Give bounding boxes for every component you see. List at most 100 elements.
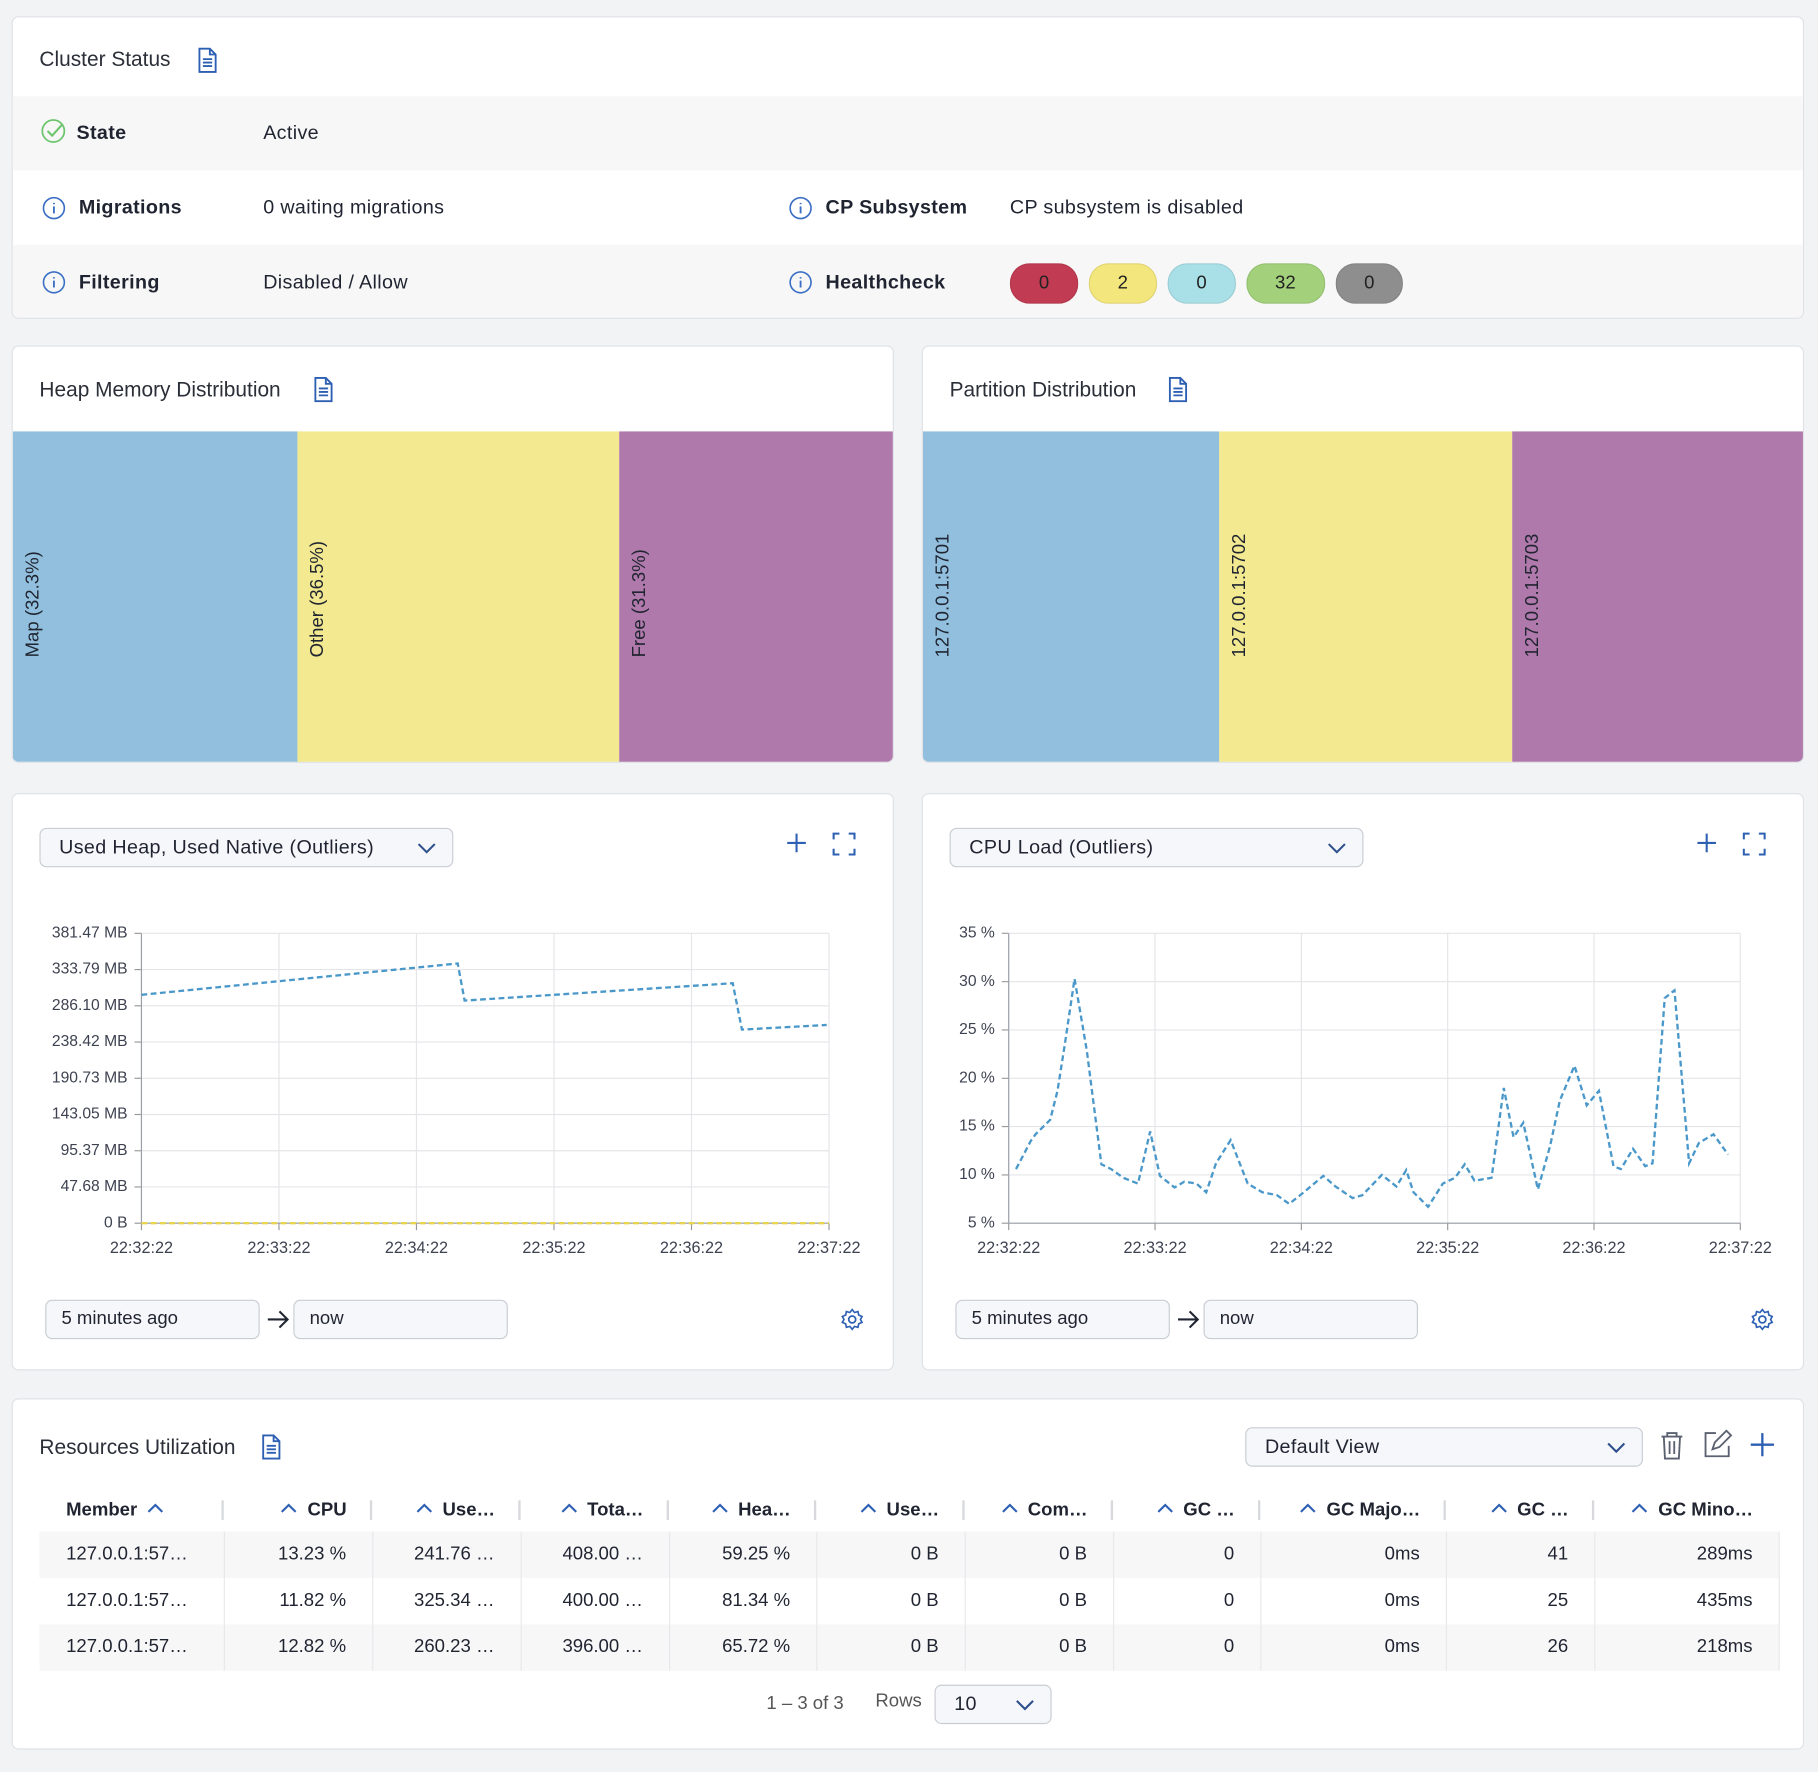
sort-icon[interactable] <box>1157 1502 1173 1514</box>
healthcheck-pill: 32 <box>1246 263 1325 304</box>
sort-icon[interactable] <box>1300 1502 1316 1514</box>
view-select[interactable]: Default View <box>1245 1427 1643 1466</box>
y-tick-label: 286.10 MB <box>52 997 128 1014</box>
add-icon[interactable] <box>1750 1432 1776 1458</box>
docs-icon[interactable] <box>260 1434 283 1460</box>
column-header[interactable]: Hea… <box>669 1489 816 1532</box>
rows-select[interactable]: 10 <box>935 1685 1052 1724</box>
sort-icon[interactable] <box>1632 1502 1648 1514</box>
range-from-input[interactable]: 5 minutes ago <box>45 1300 259 1339</box>
icon-shape <box>1178 1311 1198 1327</box>
table-cell: 0 B <box>965 1532 1113 1578</box>
docs-icon[interactable] <box>196 48 219 74</box>
sort-icon[interactable] <box>148 1502 164 1514</box>
edit-icon[interactable] <box>1702 1430 1732 1460</box>
table-cell: 0ms <box>1260 1624 1446 1670</box>
table-cell: 0 <box>1113 1578 1260 1624</box>
column-header-text: GC … <box>1183 1500 1235 1520</box>
table-cell: 0ms <box>1260 1578 1446 1624</box>
docs-icon[interactable] <box>312 377 335 403</box>
column-header[interactable]: GC … <box>1446 1489 1594 1532</box>
column-header[interactable]: GC Majo… <box>1260 1489 1446 1532</box>
y-tick-label: 5 % <box>968 1214 995 1231</box>
sort-icon[interactable] <box>281 1502 297 1514</box>
sort-icon[interactable] <box>1491 1502 1507 1514</box>
range-from-input[interactable]: 5 minutes ago <box>955 1300 1169 1339</box>
data-line <box>1016 979 1728 1207</box>
y-tick-label: 25 % <box>959 1021 995 1038</box>
treemap-segment <box>13 431 298 763</box>
x-tick-label: 22:35:22 <box>522 1239 585 1257</box>
column-header[interactable]: Use… <box>372 1489 520 1532</box>
status-label: CP Subsystem <box>826 170 968 244</box>
table-cell: 65.72 % <box>669 1624 816 1670</box>
y-tick-label: 20 % <box>959 1069 995 1086</box>
y-tick-label: 30 % <box>959 973 995 990</box>
y-tick-label: 15 % <box>959 1118 995 1135</box>
table-cell: 41 <box>1446 1532 1594 1578</box>
view-select-value: Default View <box>1265 1435 1379 1457</box>
y-tick-label: 95.37 MB <box>61 1142 128 1159</box>
heap-memory-panel: Heap Memory Distribution Map (32.3%)Othe… <box>12 346 894 763</box>
settings-icon[interactable] <box>841 1308 864 1331</box>
x-tick-label: 22:33:22 <box>1123 1239 1186 1257</box>
range-to-input[interactable]: now <box>293 1300 507 1339</box>
column-header-text: GC … <box>1517 1500 1569 1520</box>
treemap-segment <box>1512 431 1804 763</box>
table-cell: 0 B <box>816 1532 964 1578</box>
table-cell: 81.34 % <box>669 1578 816 1624</box>
y-tick-label: 333.79 MB <box>52 961 128 978</box>
sort-icon[interactable] <box>1001 1502 1017 1514</box>
x-tick-label: 22:32:22 <box>977 1239 1040 1257</box>
sort-icon[interactable] <box>561 1502 577 1514</box>
column-header[interactable]: Member <box>39 1489 223 1532</box>
info-icon <box>42 196 66 220</box>
table-cell: 26 <box>1446 1624 1594 1670</box>
status-label: Filtering <box>79 245 160 319</box>
segment-label: 127.0.0.1:5702 <box>1228 534 1249 658</box>
table-row: 127.0.0.1:57…13.23 %241.76 …408.00 …59.2… <box>39 1532 1778 1578</box>
table-head: Member CPU Use… Tota… Hea… Use… Com… GC … <box>39 1489 1778 1532</box>
column-header-text: Hea… <box>738 1500 791 1520</box>
status-label: Migrations <box>79 170 182 244</box>
column-header-text: Use… <box>887 1500 940 1520</box>
table-cell: 25 <box>1446 1578 1594 1624</box>
sort-icon[interactable] <box>416 1502 432 1514</box>
treemap-segment <box>619 431 894 763</box>
sort-icon[interactable] <box>712 1502 728 1514</box>
y-tick-label: 10 % <box>959 1166 995 1183</box>
sort-icon[interactable] <box>860 1502 876 1514</box>
table-cell: 408.00 … <box>521 1532 669 1578</box>
treemap-segment <box>923 431 1219 763</box>
column-header[interactable]: Use… <box>816 1489 964 1532</box>
info-icon <box>42 270 66 294</box>
panel-title: Resources Utilization <box>39 1435 235 1459</box>
column-header-text: GC Mino… <box>1658 1500 1753 1520</box>
x-tick-label: 22:37:22 <box>797 1239 860 1257</box>
range-to-input[interactable]: now <box>1203 1300 1417 1339</box>
y-tick-label: 35 % <box>959 924 995 941</box>
column-header[interactable]: CPU <box>224 1489 372 1532</box>
delete-icon[interactable] <box>1659 1431 1685 1461</box>
y-tick-label: 190.73 MB <box>52 1069 128 1086</box>
table-cell: 400.00 … <box>521 1578 669 1624</box>
column-header-text: GC Majo… <box>1327 1500 1421 1520</box>
column-header[interactable]: Tota… <box>521 1489 669 1532</box>
column-header[interactable]: Com… <box>965 1489 1113 1532</box>
column-header[interactable]: GC Mino… <box>1594 1489 1778 1532</box>
settings-icon[interactable] <box>1751 1308 1774 1331</box>
icon-shape <box>268 1311 288 1327</box>
table-cell: 0 B <box>965 1624 1113 1670</box>
status-label: Healthcheck <box>826 245 946 319</box>
y-tick-label: 0 B <box>104 1214 127 1231</box>
table-cell: 127.0.0.1:57… <box>39 1532 223 1578</box>
resources-table: Member CPU Use… Tota… Hea… Use… Com… GC … <box>39 1489 1779 1671</box>
column-header-text: Member <box>66 1500 137 1520</box>
column-header[interactable]: GC … <box>1113 1489 1260 1532</box>
status-value: 0 waiting migrations <box>263 170 444 244</box>
docs-icon[interactable] <box>1166 377 1189 403</box>
treemap-segment <box>1219 431 1512 763</box>
x-tick-label: 22:32:22 <box>110 1239 173 1257</box>
treemap: 127.0.0.1:5701127.0.0.1:5702127.0.0.1:57… <box>923 431 1804 763</box>
